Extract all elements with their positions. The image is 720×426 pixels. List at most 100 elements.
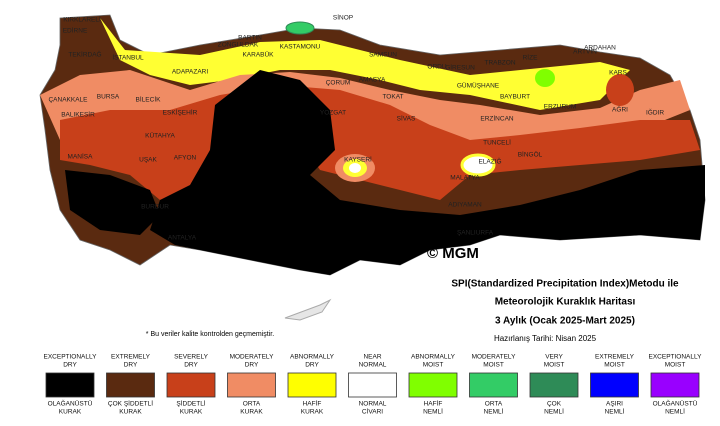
legend-turkish: ÇOK ŞİDDETLİ: [108, 399, 153, 408]
zone-exceptionally-dry-west: [65, 170, 160, 235]
city-label: AFYON: [174, 155, 197, 162]
legend-english: EXCEPTIONALLY: [649, 354, 703, 361]
city-label: MALATYA: [450, 175, 480, 182]
legend-turkish: NEMLİ: [605, 407, 625, 416]
zone-exceptionally-dry: [150, 70, 705, 275]
city-label: AMASYA: [359, 77, 386, 84]
city-label: BALIKESİR: [61, 110, 95, 119]
legend-turkish: HAFİF: [303, 399, 322, 408]
legend-english: EXCEPTIONALLY: [44, 354, 98, 361]
legend-turkish: ORTA: [485, 401, 503, 408]
city-label: BİLECİK: [136, 95, 162, 104]
copyright: © MGM: [427, 245, 479, 262]
legend-english: MODERATELY: [230, 354, 274, 361]
legend-english: MOIST: [483, 362, 504, 369]
city-label: EDİRNE: [63, 26, 88, 35]
legend-turkish: KURAK: [240, 409, 263, 416]
city-label: BURSA: [97, 94, 120, 101]
city-label: ÇANAKKALE: [48, 97, 88, 104]
legend-swatch: [348, 372, 397, 398]
city-label: ERZURUM: [544, 104, 577, 111]
legend-turkish: KURAK: [119, 409, 142, 416]
city-label: ESKİŞEHİR: [163, 108, 198, 117]
city-label: AĞRI: [612, 105, 628, 114]
legend-turkish: OLAĞANÜSTÜ: [653, 399, 698, 408]
legend-turkish: NEMLİ: [484, 407, 504, 416]
city-label: KARS: [609, 70, 627, 77]
zone-moist-bartin: [285, 21, 315, 35]
legend-english: DRY: [124, 362, 138, 369]
title-line: 3 Aylık (Ocak 2025-Mart 2025): [495, 316, 635, 327]
city-label: ZONGULDAK: [218, 42, 259, 49]
legend-swatch: [650, 372, 700, 398]
city-label: GÜMÜŞHANE: [457, 82, 500, 90]
legend-english: MOIST: [604, 362, 625, 369]
zone-elazig-normal: [460, 153, 496, 177]
zone-abnormally-dry: [100, 18, 630, 110]
legend-english: EXTREMELY: [595, 354, 635, 361]
legend-swatch: [408, 372, 458, 398]
legend-english: DRY: [305, 362, 319, 369]
city-label: MANİSA: [68, 152, 94, 161]
city-label: SİVAS: [397, 114, 416, 123]
legend-turkish: NEMLİ: [544, 407, 564, 416]
legend-turkish: ORTA: [243, 401, 261, 408]
legend-english: EXTREMELY: [111, 354, 151, 361]
legend-turkish: NORMAL: [359, 401, 387, 408]
city-label: ELAZIĞ: [478, 157, 501, 166]
city-label: TOKAT: [382, 94, 403, 101]
legend-turkish: KURAK: [180, 409, 203, 416]
city-label: İSTANBUL: [112, 53, 144, 62]
city-label: BURDUR: [141, 204, 169, 211]
legend-english: MODERATELY: [472, 354, 516, 361]
legend-english: NORMAL: [359, 362, 387, 369]
legend-turkish: KURAK: [301, 409, 324, 416]
city-label: TRABZON: [484, 60, 515, 67]
legend-turkish: ŞİDDETLİ: [176, 399, 205, 408]
legend-turkish: KURAK: [59, 409, 82, 416]
city-label: ŞANLIURFA: [457, 230, 494, 237]
legend-english: ABNORMALLY: [411, 354, 456, 361]
city-label: KAYSERİ: [344, 155, 372, 164]
city-label: ERZİNCAN: [480, 114, 514, 123]
city-label: TUNCELİ: [483, 138, 511, 147]
zone-moderately-dry: [40, 70, 690, 180]
city-label: SAMSUN: [369, 52, 397, 59]
city-label: ARTVİN: [573, 47, 597, 56]
city-label: ADAPAZARI: [172, 69, 209, 76]
city-label: KARABÜK: [242, 51, 274, 59]
city-label: IĞDIR: [646, 108, 664, 117]
city-label: GİRESUN: [445, 63, 475, 72]
legend-english: NEAR: [363, 354, 381, 361]
legend-turkish: ÇOK: [547, 401, 562, 408]
legend-swatch: [590, 372, 639, 398]
cyprus: [284, 298, 332, 321]
city-label: BAYBURT: [500, 94, 530, 101]
legend-turkish: OLAĞANÜSTÜ: [48, 399, 93, 408]
legend-english: MOIST: [423, 362, 444, 369]
city-label: BİNGÖL: [518, 150, 543, 159]
city-label: ADIYAMAN: [448, 202, 482, 209]
legend-english: ABNORMALLY: [290, 354, 335, 361]
legend-english: VERY: [545, 354, 563, 361]
legend-english: DRY: [184, 362, 198, 369]
city-label: ANTALYA: [168, 235, 197, 242]
legend-swatch: [45, 372, 95, 398]
city-label: TEKİRDAĞ: [68, 50, 101, 59]
city-label: ORDU: [427, 64, 446, 71]
footnote: * Bu veriler kalite kontrolden geçmemişt…: [146, 331, 274, 338]
city-label: KASTAMONU: [280, 44, 321, 51]
city-label: BARTIN: [238, 35, 262, 42]
legend-english: DRY: [63, 362, 77, 369]
city-label: UŞAK: [139, 157, 157, 164]
city-labels: KIRKLARELİ EDİRNE TEKİRDAĞ İSTANBUL ÇANAKKAL…: [48, 13, 664, 242]
legend-english: DRY: [245, 362, 259, 369]
city-label: ÇORUM: [326, 80, 351, 87]
legend-turkish: CİVARI: [362, 407, 383, 416]
city-label: YOZGAT: [320, 110, 346, 117]
legend-turkish: NEMLİ: [665, 407, 685, 416]
city-label: SİNOP: [333, 13, 353, 22]
zone-moist-trabzon: [535, 69, 555, 87]
